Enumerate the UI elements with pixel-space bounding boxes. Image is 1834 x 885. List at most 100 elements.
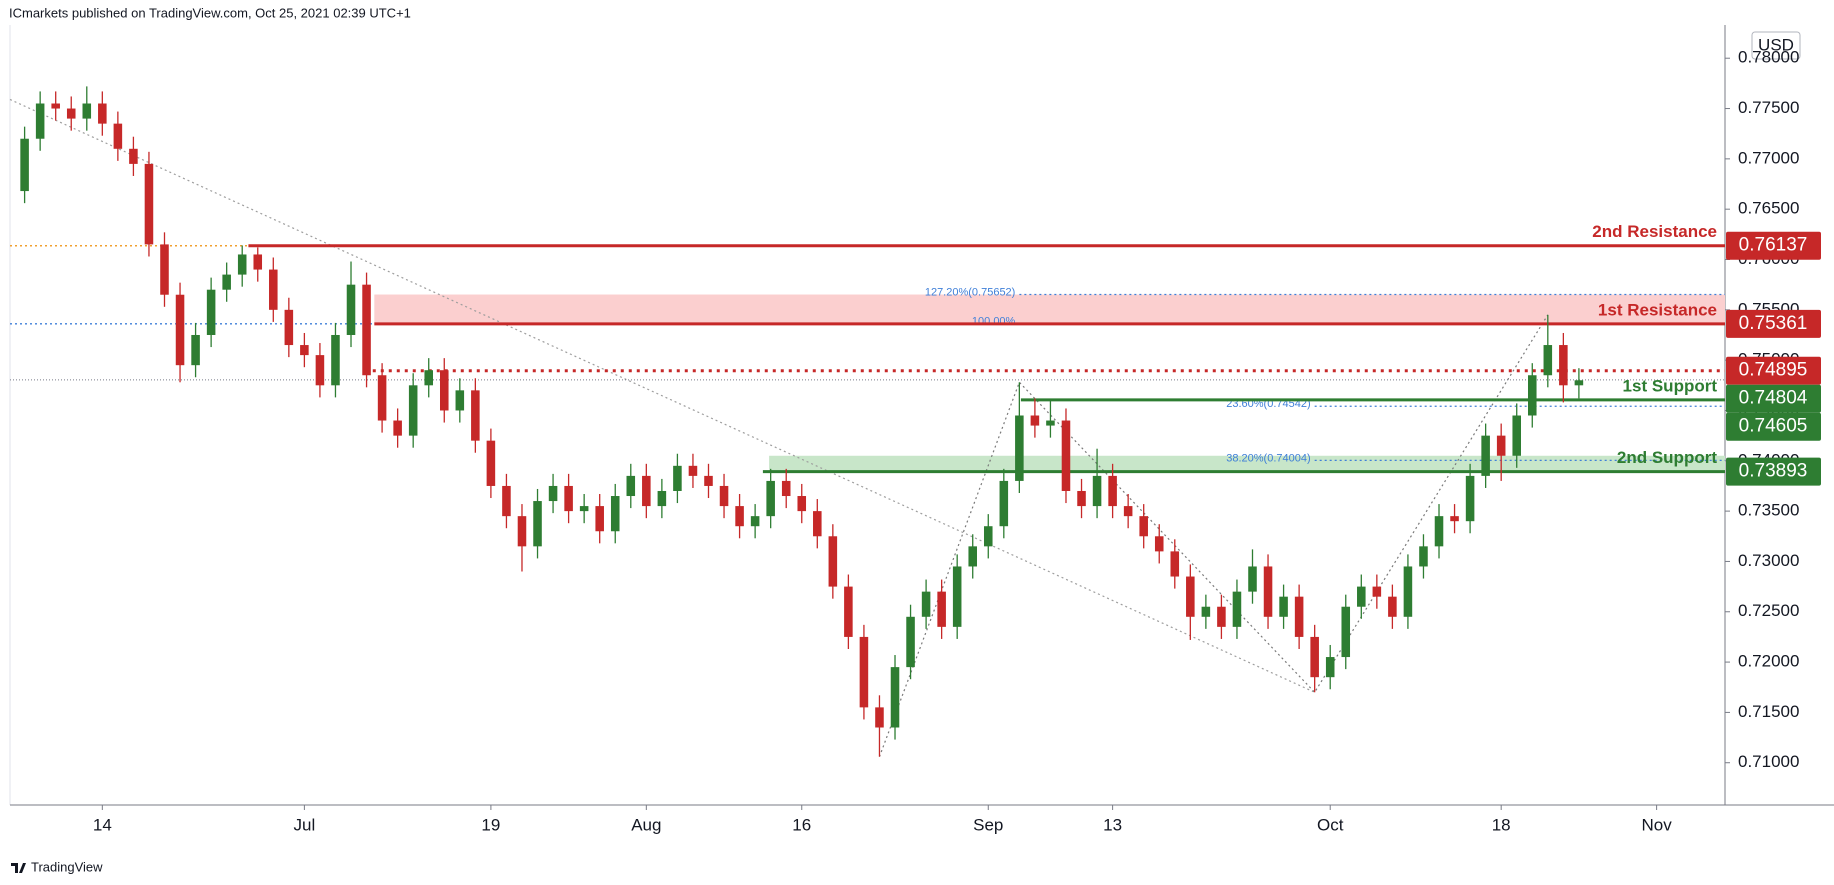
y-tick-label: 0.77500 (1738, 98, 1799, 117)
candle-body (704, 475, 713, 486)
level-name: 1st Resistance (1598, 300, 1717, 319)
price-box (1726, 412, 1821, 441)
y-tick-label: 0.71000 (1738, 752, 1799, 771)
candle-body (486, 440, 496, 486)
candle-body (455, 390, 465, 411)
y-tick-label: 0.71500 (1738, 702, 1799, 721)
candle-body (362, 284, 371, 376)
candle-body (66, 108, 76, 119)
candle-body (502, 485, 511, 517)
level-name: 1st Support (1623, 376, 1718, 395)
candle-body (439, 370, 449, 411)
candle-body (1139, 516, 1148, 537)
candle-body (1201, 606, 1211, 617)
y-tick-label: 0.73000 (1738, 551, 1799, 570)
candle-body (129, 148, 138, 164)
candle-body (253, 254, 263, 270)
price-box (1726, 457, 1821, 486)
candle-body (1123, 506, 1133, 517)
candle-body (533, 501, 542, 547)
candle-body (1574, 380, 1584, 386)
header: ICmarkets published on TradingView.com, … (9, 5, 411, 20)
candle-body (315, 355, 325, 386)
candle-body (51, 103, 60, 109)
y-tick-label: 0.72000 (1738, 652, 1799, 671)
candle-body (673, 465, 682, 491)
price-box (1726, 384, 1821, 413)
candle-body (1559, 345, 1568, 386)
candle-body (1325, 657, 1335, 678)
candle-body (1186, 576, 1195, 617)
candle-body (284, 309, 294, 346)
y-tick-label: 0.76500 (1738, 199, 1799, 218)
candle-body (813, 511, 822, 537)
x-tick-label: 19 (481, 815, 500, 834)
x-tick-label: Sep (973, 815, 1003, 834)
candle-body (735, 506, 744, 527)
candle-body (1030, 415, 1040, 426)
logo (11, 863, 26, 873)
candle-body (35, 103, 45, 139)
candle-body (1419, 546, 1428, 567)
candle-body (844, 586, 853, 637)
candle-body (1496, 435, 1506, 456)
x-tick-label: 16 (792, 815, 811, 834)
candle-body (1170, 551, 1180, 577)
candle-body (875, 707, 884, 728)
x-tick-label: Nov (1641, 815, 1672, 834)
candle-body (206, 289, 216, 335)
candle-body (1310, 636, 1319, 678)
level-name: 2nd Resistance (1592, 222, 1717, 241)
candle-body (921, 591, 931, 617)
candle-body (1481, 435, 1490, 476)
candle-body (1046, 420, 1055, 426)
price-box (1726, 309, 1821, 338)
candle-body (1061, 420, 1071, 491)
candle-body (1294, 596, 1304, 637)
price-box-label: 0.74804 (1739, 388, 1808, 409)
candle-body (1108, 475, 1117, 507)
price-box-label: 0.76137 (1739, 235, 1808, 256)
candle-body (610, 496, 620, 532)
candle-body (688, 465, 698, 476)
fib-label: 38.20%(0.74004) (1226, 452, 1310, 464)
level-name: 2nd Support (1617, 448, 1717, 467)
candle-body (377, 375, 387, 421)
y-tick-label: 0.77000 (1738, 148, 1799, 167)
candle-body (237, 254, 247, 275)
x-tick-label: Oct (1317, 815, 1344, 834)
price-box-label: 0.75361 (1739, 313, 1808, 334)
currency: USD (1758, 35, 1794, 54)
candle-body (719, 485, 729, 507)
price-box-label: 0.73893 (1739, 461, 1808, 482)
candle-body (657, 490, 667, 507)
fib-label: 100.00% (972, 316, 1016, 328)
candle-body (346, 284, 356, 335)
y-tick-label: 0.78000 (1738, 48, 1799, 67)
candle-body (626, 475, 636, 497)
candle-body (331, 334, 340, 386)
candle-body (1465, 475, 1475, 522)
candle-body (393, 420, 402, 436)
candle-body (906, 616, 915, 668)
candle-body (952, 566, 962, 627)
candle-body (1015, 415, 1024, 481)
candle-body (191, 334, 200, 366)
candle-body (1403, 566, 1413, 617)
candle-body (968, 546, 977, 567)
candle-body (408, 385, 418, 436)
candle-body (144, 163, 154, 245)
candle-body (548, 485, 558, 502)
candle-body (564, 485, 573, 512)
trendline (9, 98, 1315, 693)
candle-body (300, 345, 309, 356)
candle-body (20, 138, 29, 192)
candle-body (797, 496, 807, 512)
candle-body (1434, 516, 1444, 547)
candle-body (1341, 606, 1351, 658)
candle-body (937, 591, 946, 627)
candle-body (1357, 586, 1366, 607)
candle-body (766, 480, 775, 517)
